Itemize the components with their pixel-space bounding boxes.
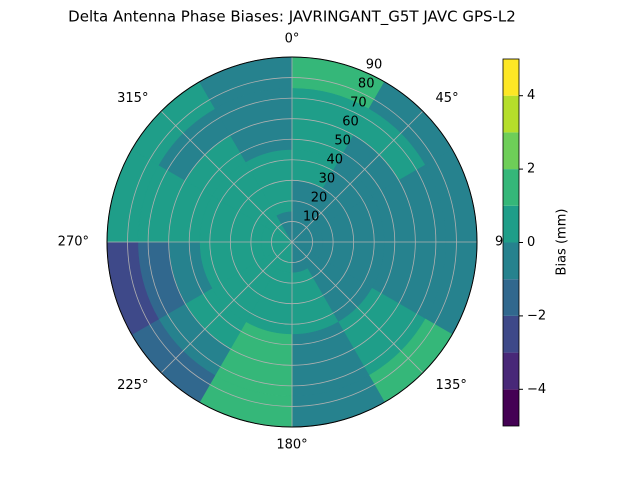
r-tick-label: 80	[358, 77, 375, 92]
r-tick-label: 90	[366, 58, 383, 73]
theta-tick-label: 135°	[436, 378, 467, 393]
colorbar-band	[503, 389, 519, 426]
colorbar-band	[503, 169, 519, 206]
grid-spoke	[291, 241, 424, 374]
theta-tick-label: 225°	[117, 378, 148, 393]
theta-tick-label: 45°	[436, 91, 459, 106]
r-tick-label: 40	[326, 153, 343, 168]
colorbar-band	[503, 205, 519, 243]
theta-tick-label: 180°	[276, 438, 307, 453]
grid-spoke	[291, 110, 424, 243]
colorbar-tick-label: −4	[527, 382, 546, 397]
r-tick-label: 50	[334, 134, 351, 149]
colorbar-band	[503, 59, 519, 96]
colorbar-band	[503, 95, 519, 133]
colorbar-tick-label: 2	[527, 162, 535, 177]
r-tick-label: 10	[303, 210, 320, 225]
colorbar-tick-label: −2	[527, 308, 546, 323]
colorbar-band	[503, 352, 519, 390]
colorbar-label: Bias (mm)	[555, 209, 570, 276]
colorbar-tick-label: 0	[527, 235, 535, 250]
grid-spoke	[160, 241, 293, 374]
colorbar-band	[503, 315, 519, 353]
r-tick-label: 60	[342, 115, 359, 130]
colorbar-band	[503, 132, 519, 170]
colorbar-band	[503, 279, 519, 316]
r-tick-label: 20	[311, 191, 328, 206]
grid-spoke	[160, 110, 293, 243]
theta-tick-label: 0°	[285, 32, 300, 47]
plot-border	[106, 56, 478, 428]
colorbar-tick-label: 4	[527, 88, 535, 103]
r-tick-label: 30	[319, 172, 336, 187]
theta-tick-label: 315°	[117, 91, 148, 106]
colorbar-band	[503, 242, 519, 280]
chart-title: Delta Antenna Phase Biases: JAVRINGANT_G…	[68, 8, 516, 27]
theta-tick-label: 270°	[58, 235, 89, 250]
r-tick-label: 70	[350, 96, 367, 111]
